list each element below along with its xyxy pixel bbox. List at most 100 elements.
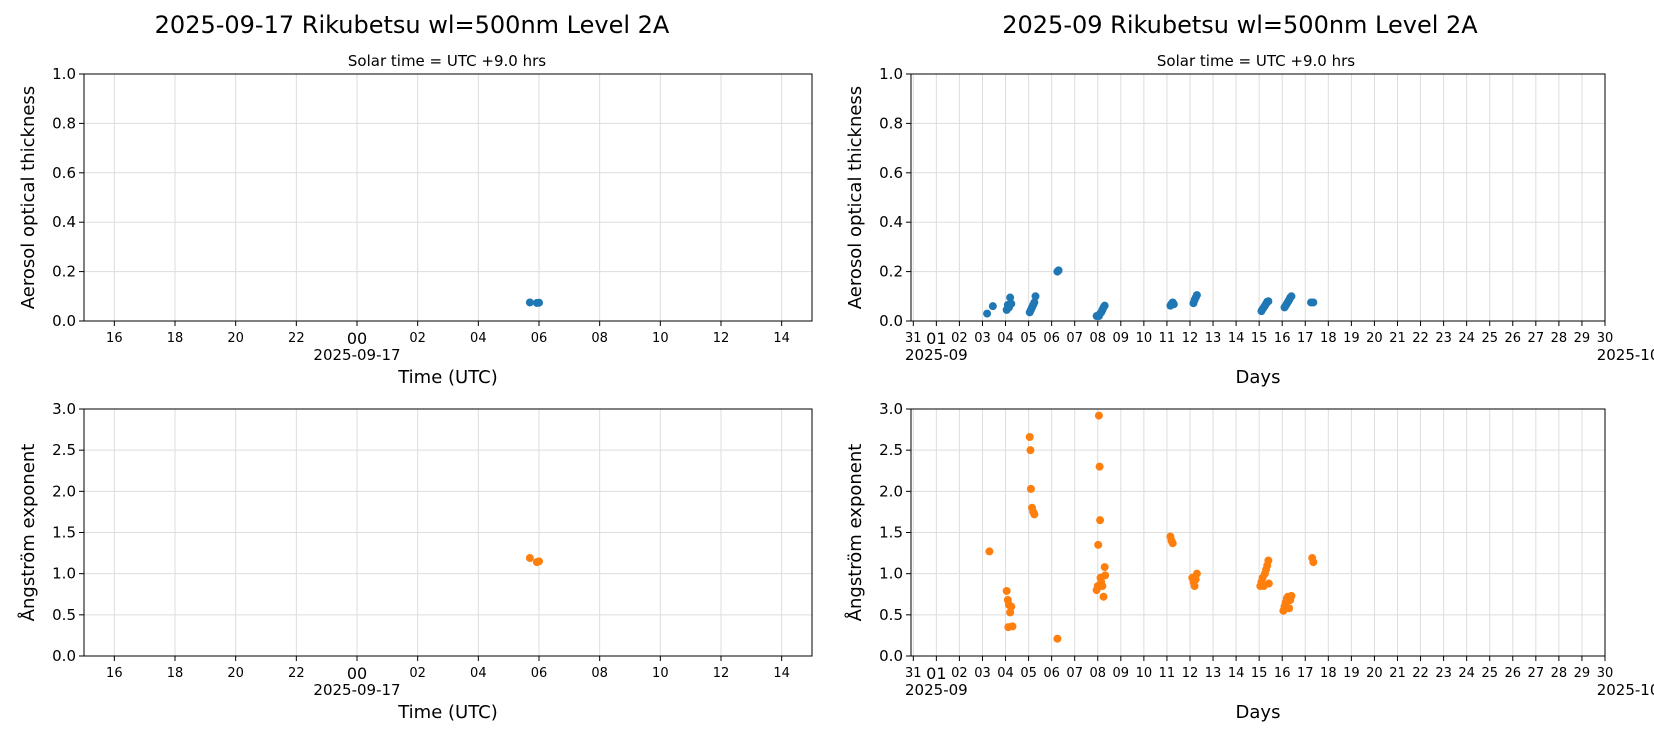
monthly-angstrom-xtick-label: 22 <box>1412 666 1429 681</box>
monthly-aod-xtick-label: 26 <box>1505 331 1522 346</box>
monthly-aod-xtick-label: 01 <box>926 329 946 348</box>
monthly-angstrom-point <box>1101 571 1110 580</box>
daily-aod-xtick-label: 00 <box>347 329 367 348</box>
monthly-angstrom-point <box>1026 446 1035 455</box>
daily-angstrom-ytick-label: 2.5 <box>52 441 76 459</box>
daily-angstrom-plot-frame <box>83 408 813 657</box>
monthly-angstrom-ylabel: Ångström exponent <box>844 444 866 622</box>
monthly-aod-xtick-label: 11 <box>1159 331 1176 346</box>
monthly-angstrom-xtick-label: 04 <box>997 666 1014 681</box>
daily-aod-point <box>525 298 534 307</box>
monthly-angstrom-plot-frame <box>910 408 1606 657</box>
monthly-angstrom-xtick-label: 19 <box>1343 666 1360 681</box>
monthly-angstrom-xtick-label: 02 <box>951 666 968 681</box>
daily-aod-xtick-label: 12 <box>713 331 730 346</box>
monthly-angstrom-xtick-label: 28 <box>1551 666 1568 681</box>
monthly-angstrom-ytick-label: 1.0 <box>879 565 903 583</box>
monthly-aod-xtick-label: 13 <box>1205 331 1222 346</box>
monthly-angstrom-point <box>1025 432 1034 441</box>
monthly-aod-point <box>1006 293 1015 302</box>
monthly-angstrom-xtick-label: 30 <box>1597 666 1614 681</box>
monthly-angstrom-xtick-label: 15 <box>1251 666 1268 681</box>
daily-aod-xtick-label: 14 <box>773 331 790 346</box>
daily-angstrom-xtick-label: 00 <box>347 664 367 683</box>
daily-aod-xtick-label: 22 <box>288 331 305 346</box>
monthly-aod-xtick-label: 16 <box>1274 331 1291 346</box>
monthly-aod-xtick-label: 24 <box>1458 331 1475 346</box>
daily-angstrom-point <box>525 554 534 563</box>
monthly-angstrom-xtick-label: 07 <box>1066 666 1083 681</box>
daily-aod-panel: 0.0 0.2 0.4 0.6 0.8 1.0 16 18 20 22 00 02 04 06 08 10 12… <box>18 65 813 388</box>
monthly-aod-xtick-label: 30 <box>1597 331 1614 346</box>
monthly-aod-point <box>1031 292 1040 301</box>
monthly-angstrom-xtick-label: 08 <box>1089 666 1106 681</box>
monthly-aod-xtick-label: 25 <box>1481 331 1498 346</box>
daily-angstrom-xtick-label: 14 <box>773 666 790 681</box>
daily-aod-plot-frame <box>83 73 813 322</box>
daily-angstrom-xtick-label: 02 <box>409 666 426 681</box>
daily-angstrom-xtick-label: 12 <box>713 666 730 681</box>
monthly-angstrom-xtick-label: 13 <box>1205 666 1222 681</box>
left-title: 2025-09-17 Rikubetsu wl=500nm Level 2A <box>155 11 670 39</box>
monthly-aod-xtick-label: 21 <box>1389 331 1406 346</box>
monthly-angstrom-point <box>1007 602 1016 611</box>
monthly-angstrom-xtick-label: 31 <box>905 666 922 681</box>
monthly-angstrom-point <box>1287 591 1296 600</box>
monthly-angstrom-point <box>1053 634 1062 643</box>
monthly-angstrom-xtick-label: 18 <box>1320 666 1337 681</box>
daily-aod-xtick-label: 10 <box>652 331 669 346</box>
monthly-aod-xtick-label: 29 <box>1574 331 1591 346</box>
monthly-angstrom-xtick-label: 21 <box>1389 666 1406 681</box>
monthly-angstrom-point <box>1285 604 1294 613</box>
daily-aod-xtick-label: 04 <box>470 331 487 346</box>
monthly-aod-xtick-label: 22 <box>1412 331 1429 346</box>
monthly-angstrom-xtick-label: 11 <box>1159 666 1176 681</box>
daily-aod-ytick-label: 1.0 <box>52 65 76 83</box>
monthly-aod-xtick-label: 14 <box>1228 331 1245 346</box>
monthly-aod-xtick-label: 17 <box>1297 331 1314 346</box>
daily-aod-ytick-label: 0.8 <box>52 114 76 132</box>
monthly-aod-point <box>1054 266 1063 275</box>
daily-angstrom-point <box>535 557 543 566</box>
monthly-angstrom-point <box>1100 563 1109 572</box>
monthly-angstrom-point <box>1094 540 1103 549</box>
daily-aod-xlabel: Time (UTC) <box>397 367 498 388</box>
monthly-aod-xtick-label: 19 <box>1343 331 1360 346</box>
daily-angstrom-ytick-label: 2.0 <box>52 482 76 500</box>
monthly-angstrom-date-label: 2025-09 <box>905 681 968 699</box>
daily-angstrom-panel: 0.0 0.5 1.0 1.5 2.0 2.5 3.0 16 18 20 22 00 02 04 06 08 1… <box>17 400 813 723</box>
monthly-aod-xtick-label: 15 <box>1251 331 1268 346</box>
monthly-angstrom-xtick-label: 10 <box>1136 666 1153 681</box>
daily-aod-xtick-label: 18 <box>167 331 184 346</box>
monthly-angstrom-point <box>1264 579 1273 588</box>
monthly-aod-ylabel: Aerosol optical thickness <box>845 86 866 309</box>
monthly-aod-ytick-label: 0.0 <box>879 312 903 330</box>
monthly-aod-point <box>1030 298 1039 307</box>
monthly-aod-xtick-label: 07 <box>1066 331 1083 346</box>
monthly-aod-xtick-label: 02 <box>951 331 968 346</box>
daily-aod-ytick-label: 0.6 <box>52 164 76 182</box>
daily-angstrom-xtick-label: 06 <box>531 666 548 681</box>
monthly-aod-point <box>1287 292 1296 301</box>
monthly-angstrom-xtick-label: 01 <box>926 664 946 683</box>
monthly-angstrom-point <box>1095 462 1104 471</box>
daily-angstrom-ytick-label: 3.0 <box>52 400 76 418</box>
monthly-aod-point <box>1100 301 1109 310</box>
monthly-angstrom-ytick-label: 3.0 <box>879 400 903 418</box>
right-subtitle: Solar time = UTC +9.0 hrs <box>1157 52 1355 70</box>
daily-angstrom-ytick-label: 0.0 <box>52 647 76 665</box>
monthly-aod-point <box>988 302 997 311</box>
monthly-aod-point <box>1309 298 1318 307</box>
monthly-aod-xlabel: Days <box>1236 367 1281 388</box>
monthly-aod-panel: 0.0 0.2 0.4 0.6 0.8 1.0 31 01 02 03 04 05 06 07 08 09 10… <box>845 65 1654 388</box>
monthly-aod-xtick-label: 06 <box>1043 331 1060 346</box>
monthly-angstrom-point <box>1098 582 1107 591</box>
monthly-angstrom-point <box>1168 539 1177 548</box>
monthly-angstrom-ytick-label: 1.5 <box>879 524 903 542</box>
monthly-angstrom-point <box>1030 510 1039 519</box>
daily-aod-ylabel: Aerosol optical thickness <box>18 86 39 309</box>
daily-angstrom-xtick-label: 04 <box>470 666 487 681</box>
monthly-angstrom-xtick-label: 16 <box>1274 666 1291 681</box>
monthly-aod-point <box>1169 300 1178 309</box>
